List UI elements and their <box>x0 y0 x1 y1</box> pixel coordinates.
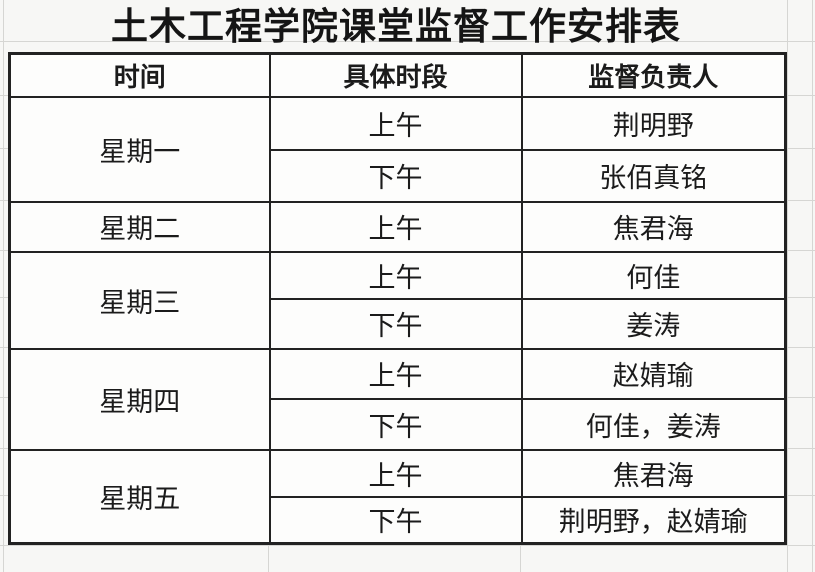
header-cell-period: 具体时段 <box>268 52 523 98</box>
page-title: 土木工程学院课堂监督工作安排表 <box>111 6 681 47</box>
day-cell: 星期二 <box>8 200 271 253</box>
day-cell: 星期五 <box>8 448 271 545</box>
supervisor-cell: 张佰真铭 <box>520 148 787 203</box>
day-cell: 星期四 <box>8 347 271 451</box>
supervisor-cell: 何佳 <box>520 250 787 300</box>
header-cell-time: 时间 <box>8 52 271 98</box>
supervisor-cell: 何佳，姜涛 <box>520 397 787 451</box>
gridline <box>0 41 815 42</box>
gridline <box>520 542 521 572</box>
gridline <box>787 0 788 572</box>
table-row: 星期二 上午 焦君海 <box>8 200 787 253</box>
table-row: 下午 姜涛 <box>10 297 787 350</box>
table-row: 星期三 上午 何佳 <box>8 250 787 350</box>
gridline <box>0 545 815 546</box>
table-row: 星期一 上午 荆明野 <box>8 95 787 203</box>
day-cell: 星期一 <box>8 95 271 203</box>
supervisor-cell: 焦君海 <box>520 448 787 498</box>
gridline <box>268 542 269 572</box>
period-cell: 上午 <box>268 448 523 498</box>
table-row: 下午 张佰真铭 <box>10 148 787 203</box>
day-cell: 星期三 <box>8 250 271 350</box>
period-cell: 上午 <box>268 250 523 300</box>
gridline <box>3 0 4 572</box>
supervisor-cell: 荆明野，赵婧瑜 <box>520 495 787 545</box>
table-row: 星期五 上午 焦君海 <box>8 448 787 545</box>
header-row: 时间 具体时段 监督负责人 <box>8 52 787 98</box>
period-cell: 上午 <box>268 200 523 253</box>
period-cell: 下午 <box>268 397 523 451</box>
period-cell: 下午 <box>268 297 523 350</box>
period-cell: 上午 <box>268 95 523 151</box>
supervisor-cell: 焦君海 <box>520 200 787 253</box>
table-row: 星期四 上午 赵婧瑜 <box>8 347 787 451</box>
period-cell: 下午 <box>268 148 523 203</box>
schedule-table: 时间 具体时段 监督负责人 星期一 上午 荆明野 下午 张佰真铭 星期二 上午 … <box>8 52 787 545</box>
table-row: 下午 荆明野，赵婧瑜 <box>10 495 787 545</box>
period-cell: 上午 <box>268 347 523 400</box>
supervisor-cell: 荆明野 <box>520 95 787 151</box>
supervisor-cell: 赵婧瑜 <box>520 347 787 400</box>
header-cell-supervisor: 监督负责人 <box>520 52 787 98</box>
gridline <box>812 0 813 572</box>
supervisor-cell: 姜涛 <box>520 297 787 350</box>
table-row: 下午 何佳，姜涛 <box>10 397 787 451</box>
period-cell: 下午 <box>268 495 523 545</box>
